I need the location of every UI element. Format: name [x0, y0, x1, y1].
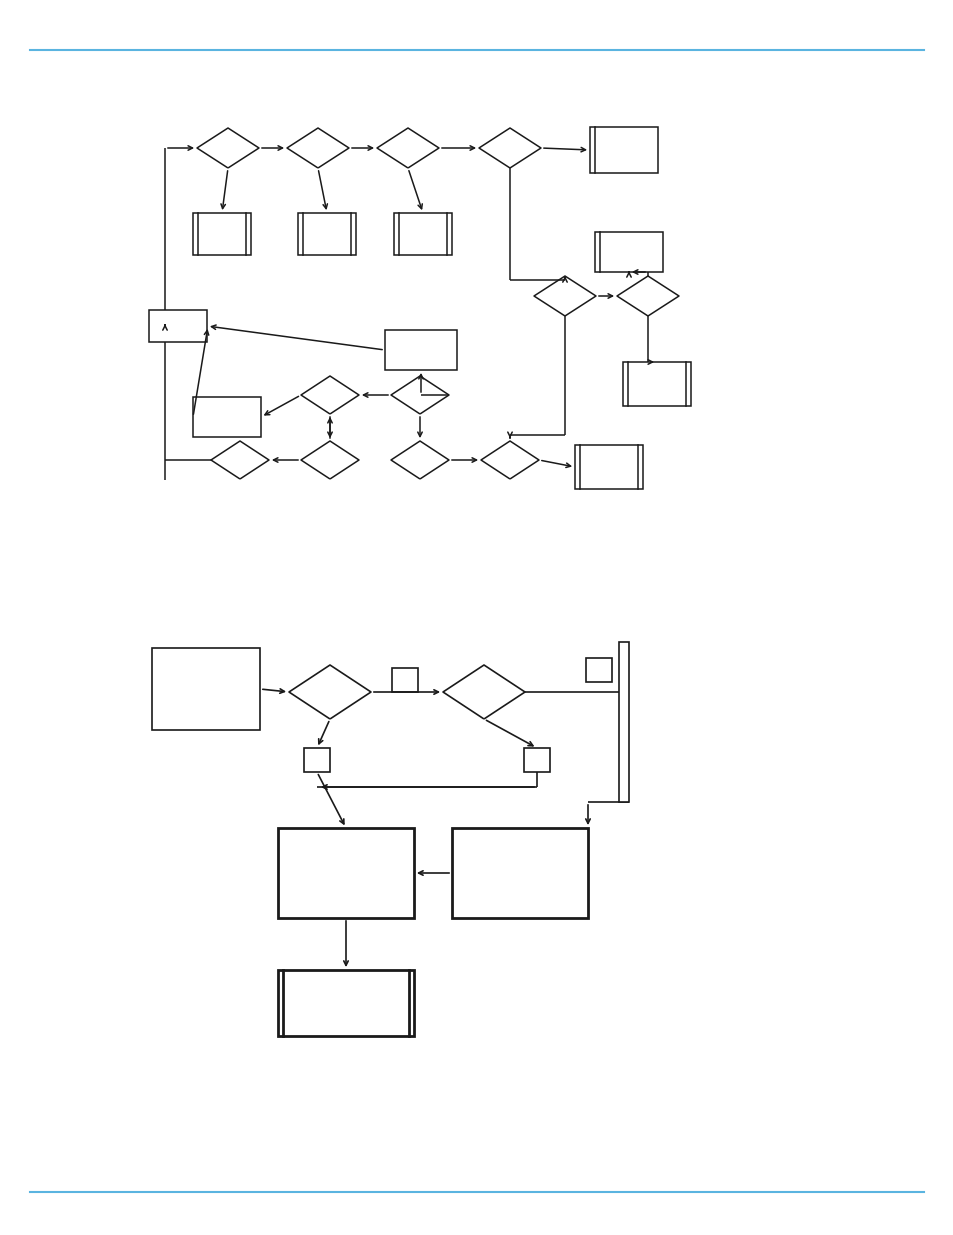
Bar: [277, 827, 414, 918]
Bar: [394, 212, 452, 254]
Bar: [392, 668, 417, 692]
Bar: [575, 445, 642, 489]
Bar: [595, 232, 662, 272]
Bar: [589, 127, 658, 173]
Bar: [152, 648, 260, 730]
Bar: [622, 362, 690, 406]
Bar: [452, 827, 587, 918]
Bar: [385, 330, 456, 370]
Bar: [193, 396, 261, 437]
Bar: [585, 658, 612, 682]
Bar: [523, 748, 550, 772]
Bar: [193, 212, 251, 254]
Bar: [297, 212, 355, 254]
Bar: [304, 748, 330, 772]
Bar: [618, 642, 628, 802]
Bar: [149, 310, 207, 342]
Bar: [277, 969, 414, 1036]
